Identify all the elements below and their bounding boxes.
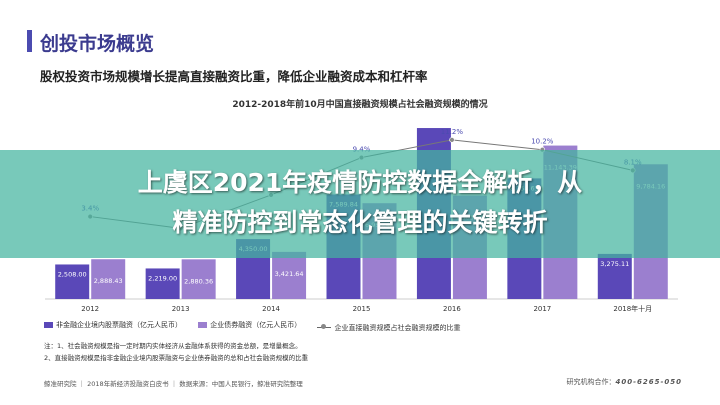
data-label-series2-2: 3,421.64 [275,270,304,278]
legend-swatch-series2 [198,322,208,328]
data-label-series2-0: 2,888.43 [94,277,123,285]
footer-source: 鲸准研究院 ｜ 2018年新经济投融资白皮书 ｜ 数据来源：中国人民银行，鲸准研… [44,380,303,388]
legend-item-line: 企业直接融资规模占社会融资规模的比重 [317,323,460,333]
legend-label-series2: 企业债券融资（亿元人民币） [210,321,302,329]
data-label-series1-0: 2,508.00 [58,270,87,278]
footer-phone: 400-6265-050 [615,378,682,386]
x-tick-label-6: 2018年十月 [613,304,652,313]
x-tick-label-1: 2013 [172,305,190,313]
legend-label-series1: 非金融企业境内股票融资（亿元人民币） [56,321,182,329]
x-tick-label-0: 2012 [81,305,99,313]
chart-legend: 非金融企业境内股票融资（亿元人民币） 企业债券融资（亿元人民币） 企业直接融资规… [44,320,474,333]
line-point-4 [449,137,455,143]
bar-series2-1 [181,259,216,299]
bar-series1-1 [145,268,180,299]
line-label-5: 10.2% [531,138,554,146]
data-label-series1-6: 3,275.11 [600,260,629,268]
bar-series2-0 [91,259,126,299]
x-tick-label-5: 2017 [533,305,551,313]
headline-line-2: 精准防控到常态化管理的关键转折 [172,208,548,237]
footer-contact: 研究机构合作：400-6265-050 [566,378,682,386]
x-tick-label-2: 2014 [262,305,280,313]
x-tick-label-4: 2016 [443,305,461,313]
note-1: 注：1、社会融资规模是指一定时期内实体经济从金融体系获得的资金总额，是增量概念。 [44,342,302,350]
legend-label-line: 企业直接融资规模占社会融资规模的比重 [334,323,461,332]
data-label-series1-1: 2,219.00 [148,274,177,282]
legend-item-series2: 企业债券融资（亿元人民币） [198,320,301,330]
headline-overlay-band [0,150,720,258]
headline-line-1: 上虞区2021年疫情防控数据全解析，从 [137,168,583,197]
slide-subtitle: 股权投资市场规模增长提高直接融资比重，降低企业融资成本和杠杆率 [40,69,428,84]
bar-series1-6 [597,253,632,299]
slide-title: 创投市场概览 [40,33,155,55]
footer-contact-label: 研究机构合作 [566,378,609,386]
data-label-series2-1: 2,880.36 [184,277,213,285]
x-tick-label-3: 2015 [353,305,371,313]
line-label-4: 11.2% [441,128,464,136]
title-accent-bar [27,30,32,52]
line-label-3: 9.4% [353,146,371,154]
bar-series2-2 [272,251,307,299]
bar-series1-0 [55,264,90,299]
chart-title: 2012-2018年前10月中国直接融资规模占社会融资规模的情况 [232,100,488,110]
note-2: 2、直接融资规模是指非金融企业境内股票融资与企业债券融资的总和占社会融资规模的比… [44,354,309,362]
legend-swatch-line [317,324,332,329]
legend-item-series1: 非金融企业境内股票融资（亿元人民币） [44,320,182,330]
legend-swatch-series1 [44,322,53,328]
